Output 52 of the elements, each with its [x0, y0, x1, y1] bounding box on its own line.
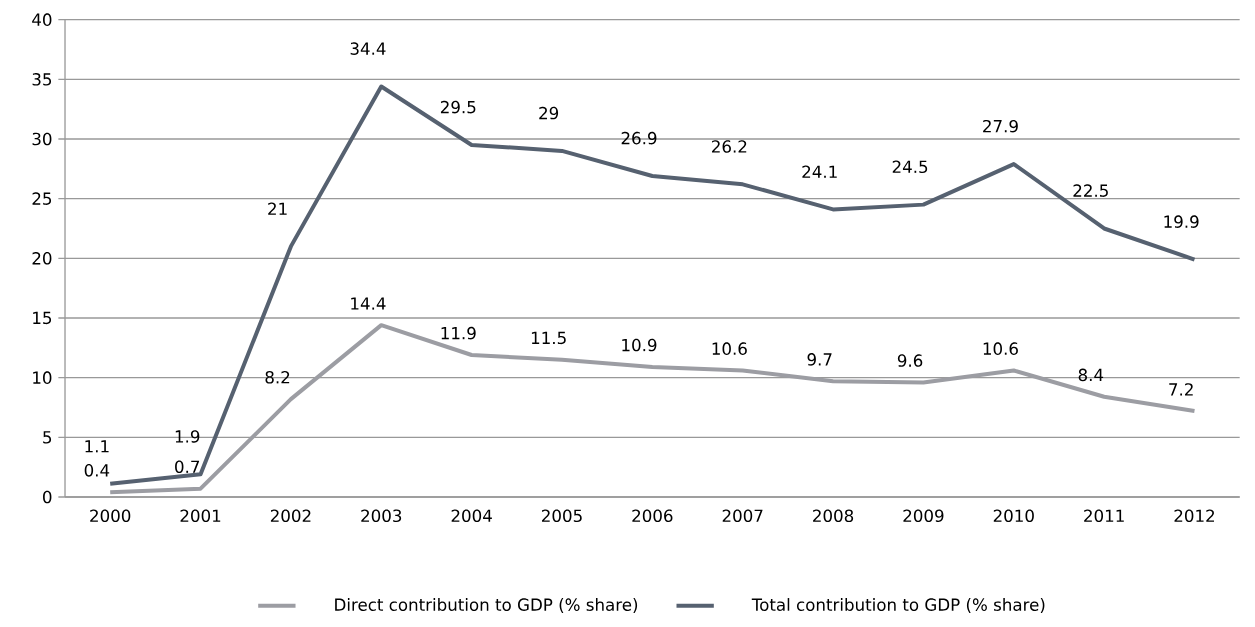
- data-label: 29: [539, 106, 559, 120]
- data-label: 26.2: [712, 140, 747, 153]
- x-tick-label: 2009: [903, 509, 944, 523]
- data-label: 14.4: [351, 297, 386, 310]
- y-tick-label: 0: [43, 490, 52, 504]
- data-label: 22.5: [1073, 184, 1108, 197]
- legend-label: Direct contribution to GDP (% share): [335, 598, 638, 613]
- y-tick-label: 25: [32, 192, 52, 205]
- line-series: [108, 323, 1197, 495]
- data-label: 9.7: [807, 353, 832, 366]
- y-tick-label: 15: [33, 311, 52, 325]
- x-tick-label: 2001: [180, 509, 221, 523]
- x-tick-label: 2002: [270, 509, 311, 523]
- data-label: 0.4: [84, 464, 110, 477]
- y-tick-label: 10: [33, 371, 52, 384]
- x-tick-label: 2005: [541, 509, 582, 523]
- data-label: 10.6: [983, 342, 1018, 355]
- y-tick-label: 5: [43, 431, 52, 444]
- data-label: 21: [268, 202, 287, 215]
- data-label: 7.2: [1169, 383, 1193, 396]
- x-tick-label: 2007: [722, 509, 763, 523]
- data-label: 8.4: [1078, 368, 1104, 382]
- y-tick-label: 35: [32, 73, 52, 86]
- x-tick-label: 2000: [90, 509, 131, 523]
- x-tick-label: 2011: [1084, 509, 1124, 523]
- data-label: 34.4: [350, 42, 386, 55]
- x-tick-label: 2010: [993, 509, 1034, 523]
- y-tick-label: 20: [32, 252, 52, 265]
- y-tick-label: 40: [32, 13, 52, 26]
- data-label: 8.2: [265, 370, 290, 384]
- data-label: 0.7: [175, 460, 200, 474]
- data-label: 1.1: [85, 440, 109, 453]
- line-series: [108, 84, 1197, 486]
- data-label: 29.5: [440, 100, 476, 114]
- y-tick-label: 30: [32, 132, 52, 146]
- legend-label: Total contribution to GDP (% share): [751, 598, 1045, 613]
- data-label: 10.9: [622, 338, 657, 352]
- data-label: 24.5: [892, 160, 928, 174]
- x-tick-label: 2008: [813, 509, 854, 523]
- data-label: 11.9: [441, 326, 476, 340]
- x-tick-label: 2006: [632, 509, 673, 523]
- data-label: 26.9: [621, 131, 657, 145]
- data-label: 10.6: [712, 342, 747, 355]
- data-label: 27.9: [983, 119, 1018, 133]
- x-tick-label: 2012: [1174, 509, 1215, 523]
- data-label: 19.9: [1164, 215, 1199, 228]
- data-label: 9.6: [897, 354, 923, 367]
- data-label: 24.1: [802, 165, 837, 178]
- x-tick-label: 2003: [361, 509, 402, 523]
- x-tick-label: 2004: [451, 509, 492, 523]
- data-label: 11.5: [531, 331, 566, 345]
- data-label: 1.9: [175, 430, 200, 443]
